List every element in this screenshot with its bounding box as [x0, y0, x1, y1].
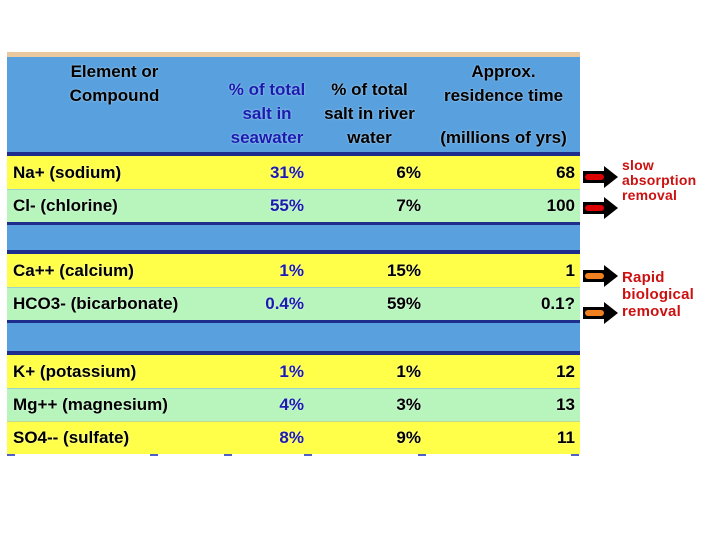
residence-time: 12 — [556, 361, 575, 381]
river-pct: 7% — [396, 196, 421, 215]
river-pct: 1% — [396, 361, 421, 381]
residence-time: 68 — [556, 162, 575, 182]
table-row: K+ (potassium) 1% 1% 12 — [7, 355, 580, 388]
group-separator — [7, 222, 580, 254]
river-pct: 9% — [396, 428, 421, 447]
annotation-line: slow — [622, 157, 654, 173]
group-separator — [7, 320, 580, 355]
river-pct: 3% — [396, 395, 421, 414]
residence-time: 13 — [556, 395, 575, 414]
header-line: Compound — [69, 86, 160, 105]
header-line: salt in — [242, 104, 292, 123]
row-label: Cl- (chlorine) — [13, 196, 118, 215]
seawater-pct: 0.4% — [265, 294, 304, 313]
annotation-line: absorption — [622, 172, 697, 188]
header-residence-time: Approx. residence time (millions of yrs) — [427, 57, 580, 152]
annotation-rapid-biological-removal: Rapid biological removal — [622, 269, 694, 320]
annotation-line: removal — [622, 187, 678, 203]
right-arrow-icon — [583, 265, 618, 287]
header-line: % of total — [228, 80, 306, 99]
row-label: Na+ (sodium) — [13, 162, 122, 182]
row-label: SO4-- (sulfate) — [13, 428, 130, 447]
seawater-pct: 1% — [279, 361, 304, 381]
table-bottom-edge — [7, 454, 580, 457]
row-label: Ca++ (calcium) — [13, 260, 134, 280]
residence-time: 1 — [565, 260, 575, 280]
right-arrow-icon — [583, 302, 618, 324]
header-river-pct: % of total salt in river water — [312, 57, 427, 152]
header-line: seawater — [230, 128, 304, 147]
seawater-pct: 8% — [279, 428, 304, 447]
annotation-line: Rapid — [622, 269, 665, 286]
salt-composition-table: Element or Compound % of total salt in s… — [7, 52, 580, 457]
river-pct: 59% — [386, 294, 421, 313]
table-top-edge — [7, 52, 580, 57]
annotation-line: removal — [622, 303, 681, 320]
seawater-pct: 4% — [279, 395, 304, 414]
row-label: HCO3- (bicarbonate) — [13, 294, 179, 313]
river-pct: 6% — [396, 162, 421, 182]
header-line: (millions of yrs) — [440, 128, 567, 147]
residence-time: 11 — [557, 428, 575, 447]
header-line: % of total — [331, 80, 408, 99]
table-row: Cl- (chlorine) 55% 7% 100 — [7, 189, 580, 222]
table-row: HCO3- (bicarbonate) 0.4% 59% 0.1? — [7, 287, 580, 320]
header-line: water — [347, 128, 392, 147]
right-arrow-icon — [583, 166, 618, 188]
header-line: Approx. — [471, 62, 536, 81]
table-row: Ca++ (calcium) 1% 15% 1 — [7, 254, 580, 287]
seawater-pct: 1% — [279, 260, 304, 280]
river-pct: 15% — [386, 260, 421, 280]
seawater-pct: 55% — [269, 196, 304, 215]
residence-time: 0.1? — [540, 294, 575, 313]
annotation-line: biological — [622, 286, 695, 303]
header-line: residence time — [443, 86, 564, 105]
row-label: K+ (potassium) — [13, 361, 137, 381]
table-row: SO4-- (sulfate) 8% 9% 11 — [7, 421, 580, 454]
annotation-slow-absorption-removal: slow absorption removal — [622, 158, 696, 203]
header-line: Element or — [70, 62, 159, 81]
table-row: Na+ (sodium) 31% 6% 68 — [7, 156, 580, 189]
row-label: Mg++ (magnesium) — [13, 395, 168, 414]
right-arrow-icon — [583, 197, 618, 219]
header-spacer — [427, 108, 580, 126]
residence-time: 100 — [546, 196, 575, 215]
header-line: salt in river — [324, 104, 415, 123]
header-element-compound: Element or Compound — [7, 57, 222, 152]
seawater-pct: 31% — [269, 162, 304, 182]
table-row: Mg++ (magnesium) 4% 3% 13 — [7, 388, 580, 421]
header-seawater-pct: % of total salt in seawater — [222, 57, 312, 152]
table-header-row: Element or Compound % of total salt in s… — [7, 57, 580, 156]
